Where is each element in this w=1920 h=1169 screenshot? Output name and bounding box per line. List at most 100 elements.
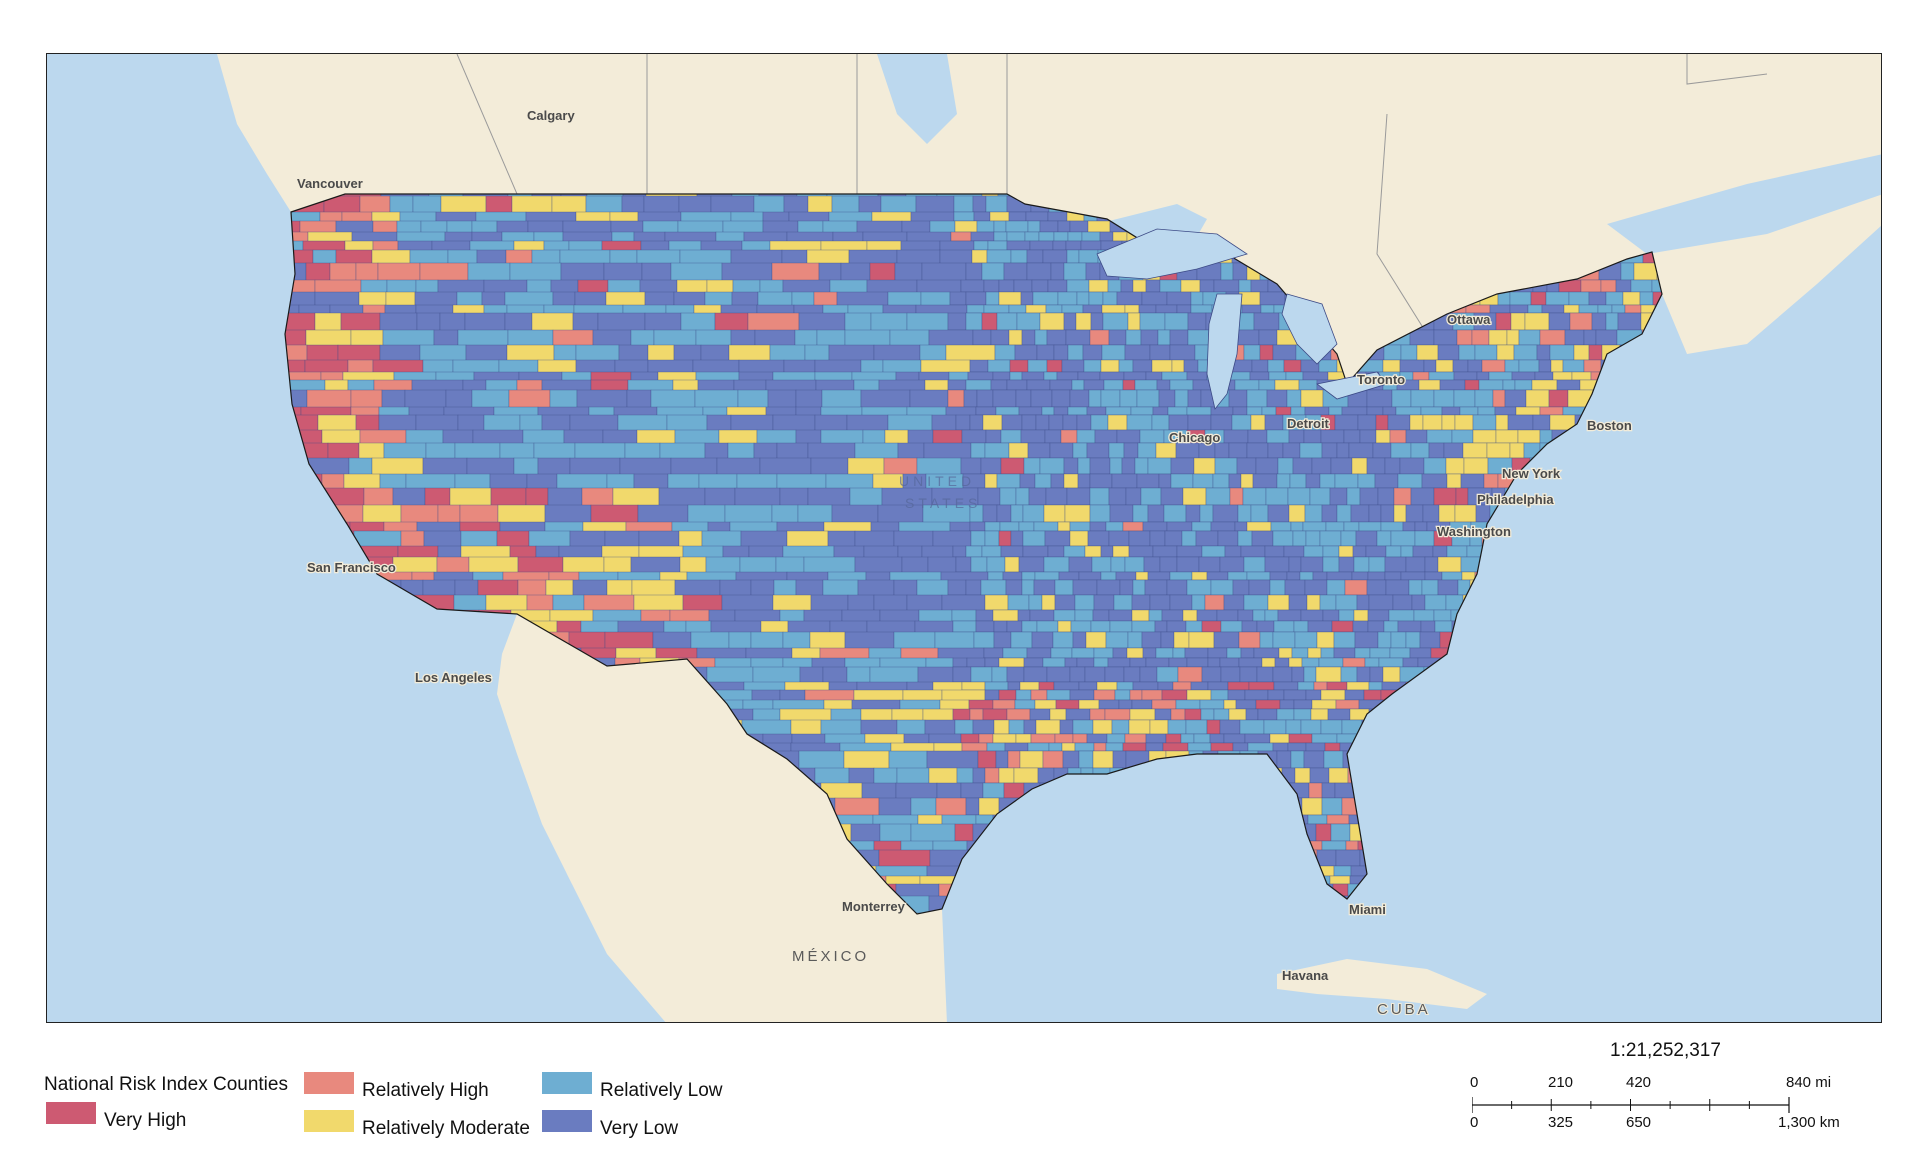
- county: [1306, 594, 1321, 611]
- county: [1267, 359, 1285, 373]
- county: [1397, 620, 1422, 633]
- county: [1214, 442, 1230, 459]
- county: [1368, 681, 1383, 691]
- county: [996, 473, 1021, 489]
- county: [1617, 312, 1642, 331]
- county: [1354, 631, 1379, 649]
- province-borders: [456, 54, 1768, 335]
- scale-line: [1472, 1097, 1790, 1113]
- county: [1220, 262, 1234, 281]
- county: [970, 231, 995, 242]
- county: [1168, 657, 1188, 668]
- county: [1166, 579, 1188, 596]
- county: [1093, 742, 1107, 752]
- county: [1264, 556, 1290, 573]
- county: [1328, 767, 1349, 784]
- county: [1145, 657, 1170, 668]
- county: [1336, 504, 1352, 523]
- county: [1367, 609, 1390, 622]
- county: [1321, 840, 1347, 851]
- county: [1605, 312, 1619, 331]
- scale-bar: 1:21,252,317 0 210 420 840 mi 0 325 650 …: [1450, 1040, 1890, 1140]
- county: [1248, 681, 1275, 691]
- county: [948, 371, 969, 381]
- county: [1341, 406, 1368, 416]
- county: [1228, 389, 1248, 408]
- county: [1166, 521, 1193, 532]
- county: [1246, 442, 1269, 459]
- county: [1369, 647, 1391, 659]
- county: [1326, 579, 1346, 596]
- county: [1085, 631, 1107, 649]
- county: [1321, 504, 1338, 523]
- county: [1057, 521, 1071, 532]
- county: [1131, 620, 1156, 633]
- county: [1364, 657, 1380, 668]
- county: [1093, 689, 1116, 701]
- county: [1034, 571, 1060, 581]
- county: [1098, 699, 1120, 710]
- county: [1010, 504, 1024, 523]
- county: [1377, 487, 1395, 506]
- county: [1128, 545, 1154, 558]
- county: [1210, 742, 1234, 752]
- county: [1084, 666, 1106, 683]
- county: [1154, 708, 1172, 721]
- county: [1247, 742, 1274, 752]
- county: [1424, 571, 1443, 581]
- county: [1190, 681, 1209, 691]
- county: [1420, 406, 1443, 416]
- county: [1027, 442, 1051, 459]
- county: [972, 329, 992, 346]
- county: [950, 231, 972, 242]
- county: [1375, 429, 1391, 444]
- county: [1067, 406, 1088, 416]
- label-calgary: Calgary: [527, 108, 575, 123]
- county: [1321, 782, 1336, 799]
- county: [1155, 647, 1174, 659]
- county: [1363, 689, 1382, 701]
- county: [1300, 719, 1322, 735]
- county: [1368, 556, 1386, 573]
- county: [1213, 631, 1240, 649]
- county: [1007, 681, 1021, 691]
- county: [980, 579, 1007, 596]
- county: [1249, 371, 1270, 381]
- county: [1408, 579, 1423, 596]
- county: [1251, 530, 1274, 547]
- county: [1246, 521, 1272, 532]
- county: [1387, 414, 1411, 431]
- county: [1147, 571, 1171, 581]
- label-philadelphia: Philadelphia: [1477, 492, 1554, 507]
- county: [986, 742, 1006, 752]
- county: [1305, 530, 1321, 547]
- county: [947, 579, 967, 596]
- county: [1240, 473, 1254, 489]
- county: [1136, 473, 1160, 489]
- county: [1256, 666, 1274, 683]
- county: [1258, 329, 1278, 346]
- county: [1366, 457, 1386, 475]
- county: [1278, 647, 1293, 659]
- county: [1458, 344, 1476, 361]
- county: [969, 708, 984, 721]
- county: [1268, 371, 1287, 381]
- county: [994, 344, 1016, 361]
- county: [1550, 359, 1564, 373]
- county: [1107, 657, 1131, 668]
- county: [1282, 442, 1301, 459]
- county: [1241, 620, 1258, 633]
- county: [1338, 545, 1354, 558]
- county: [1100, 545, 1114, 558]
- county: [953, 195, 974, 213]
- county: [1152, 545, 1178, 558]
- county: [1353, 609, 1369, 622]
- county: [1288, 657, 1303, 668]
- county: [1605, 291, 1624, 306]
- county: [1216, 609, 1239, 622]
- risk-map[interactable]: Calgary Vancouver Ottawa Toronto Chicago…: [46, 53, 1882, 1023]
- county: [1065, 329, 1091, 346]
- county: [1244, 733, 1271, 744]
- map-canvas[interactable]: Calgary Vancouver Ottawa Toronto Chicago…: [47, 54, 1882, 1023]
- legend-label: Relatively Low: [600, 1080, 723, 1101]
